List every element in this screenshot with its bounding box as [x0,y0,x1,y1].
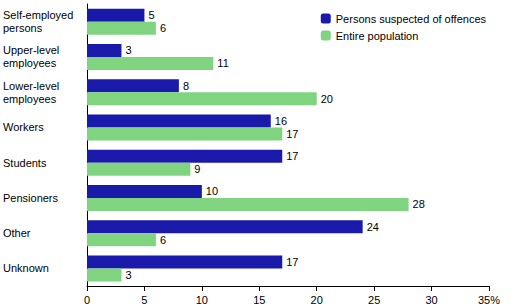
svg-text:Other: Other [3,227,31,239]
svg-text:6: 6 [160,22,166,34]
svg-text:20: 20 [311,294,323,306]
svg-text:17: 17 [286,150,298,162]
svg-text:employees: employees [3,93,57,105]
svg-text:30: 30 [425,294,437,306]
svg-text:17: 17 [286,128,298,140]
svg-text:10: 10 [196,294,208,306]
svg-text:10: 10 [206,185,218,197]
svg-text:17: 17 [286,256,298,268]
svg-text:15: 15 [253,294,265,306]
svg-text:3: 3 [125,44,131,56]
svg-text:Students: Students [3,157,47,169]
svg-text:employees: employees [3,57,57,69]
svg-text:8: 8 [183,80,189,92]
svg-text:persons: persons [3,22,43,34]
svg-text:9: 9 [194,163,200,175]
svg-text:11: 11 [217,57,228,69]
svg-text:Upper-level: Upper-level [3,44,62,56]
svg-text:3: 3 [125,269,131,281]
svg-text:Lower-level: Lower-level [3,80,62,92]
svg-text:25: 25 [368,294,380,306]
svg-text:Persons suspected of offences: Persons suspected of offences [336,13,487,25]
svg-text:Workers: Workers [3,121,44,133]
svg-text:16: 16 [275,115,287,127]
svg-text:Unknown: Unknown [3,262,49,274]
svg-text:Self-employed: Self-employed [3,9,76,21]
svg-text:5: 5 [141,294,147,306]
svg-text:24: 24 [367,221,379,233]
svg-text:Entire population: Entire population [336,30,419,42]
svg-text:6: 6 [160,234,166,246]
svg-text:20: 20 [321,93,333,105]
svg-text:0: 0 [84,294,90,306]
svg-text:28: 28 [413,198,425,210]
svg-text:35%: 35% [478,294,500,306]
svg-text:5: 5 [148,9,154,21]
svg-text:Pensioners: Pensioners [3,192,59,204]
